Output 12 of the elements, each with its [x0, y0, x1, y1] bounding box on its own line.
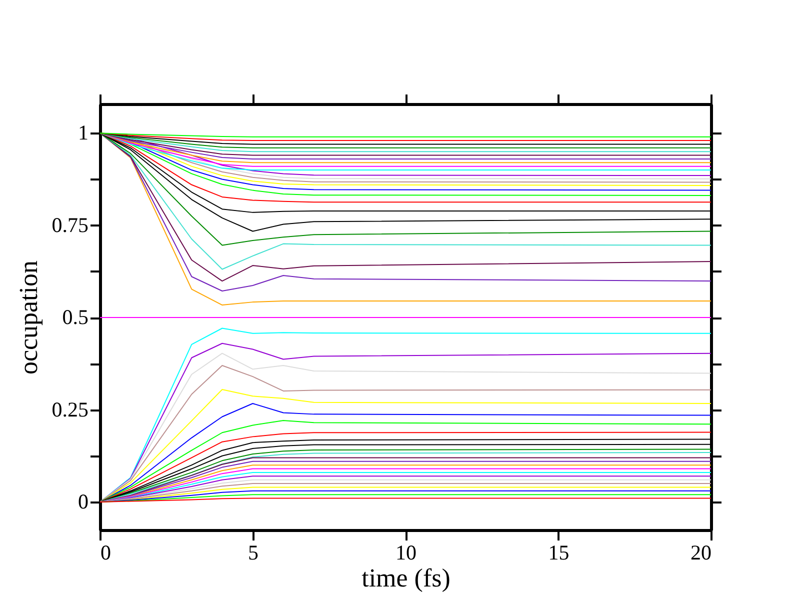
x-tick-label: 10	[396, 540, 416, 564]
y-tick-label: 0.75	[52, 212, 88, 237]
x-tick-label: 15	[548, 540, 570, 564]
y-tick-label: 1	[78, 120, 88, 145]
y-tick-label: 0	[78, 489, 88, 514]
x-tick-label: 5	[248, 540, 258, 564]
x-tick-label: 0	[100, 540, 111, 564]
x-axis-title: time (fs)	[362, 564, 450, 592]
y-axis-title: occupation	[14, 260, 43, 375]
y-tick-label: 0.25	[52, 397, 88, 422]
x-tick-label: 20	[690, 540, 712, 564]
y-tick-label: 0.5	[62, 305, 88, 330]
